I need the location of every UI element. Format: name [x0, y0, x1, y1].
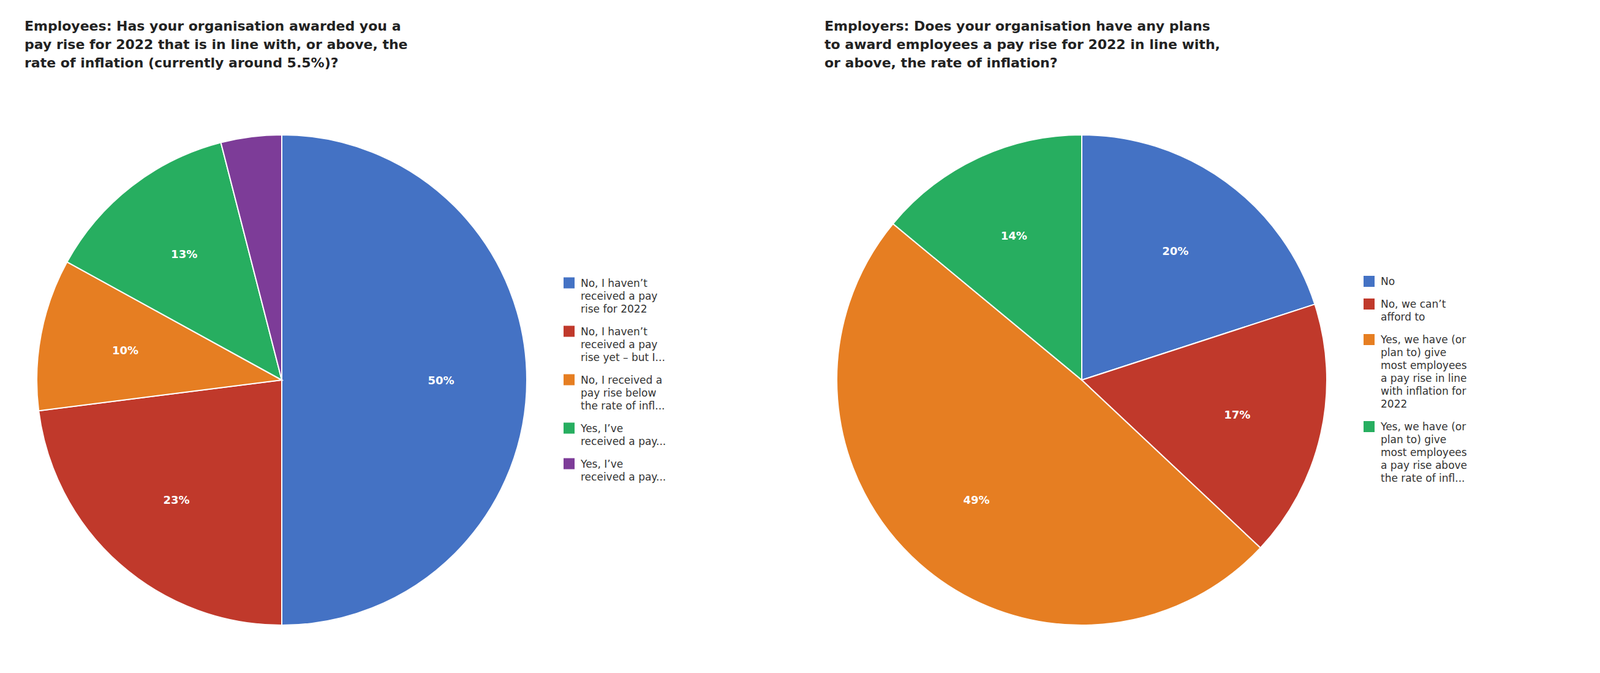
title-line: rate of inflation (currently around 5.5%… [24, 55, 339, 71]
legend-label-line: Yes, we have (or [1380, 333, 1466, 346]
legend-item: No, I received apay rise belowthe rate o… [563, 373, 665, 412]
legend-swatch [563, 422, 575, 434]
legend-label-line: a pay rise in line [1380, 371, 1468, 385]
legend-label-line: plan to) give [1380, 433, 1447, 446]
legend-label: Yes, we have (orplan to) givemost employ… [1380, 420, 1468, 484]
pie-slice [893, 134, 1082, 380]
legend-label: No, we can’tafford to [1380, 297, 1447, 323]
title-line: or above, the rate of inflation? [824, 55, 1058, 71]
legend-item: No [1363, 275, 1395, 288]
data-labels: 20% 17% 49% 14% [963, 229, 1251, 506]
legend-label-line: Yes, we have (or [1380, 420, 1466, 433]
pie-panel: Employers: Does your organisation have a… [824, 18, 1468, 625]
legend-item: No, I haven’treceived a payrise for 2022 [563, 276, 658, 315]
legend-swatch [1363, 298, 1375, 310]
legend-item: Yes, we have (orplan to) givemost employ… [1363, 333, 1468, 410]
legend-label-line: a pay rise above [1380, 458, 1468, 472]
legend-label-line: plan to) give [1380, 346, 1447, 359]
legend-label-line: with inflation for [1380, 384, 1466, 397]
legend-item: Yes, I’vereceived a pay... [563, 422, 666, 448]
data-label: 50% [427, 373, 454, 387]
title-line: Employers: Does your organisation have a… [824, 18, 1211, 34]
legend-label-line: 2022 [1380, 397, 1408, 410]
chart-title: Employers: Does your organisation have a… [824, 18, 1221, 71]
data-label: 17% [1223, 407, 1251, 421]
legend-label-line: Yes, I’ve [580, 422, 623, 435]
legend-item: No, we can’tafford to [1363, 297, 1447, 323]
legend-label: No, I haven’treceived a payrise for 2022 [580, 276, 658, 315]
data-label: 14% [1000, 229, 1028, 242]
legend-swatch [1363, 275, 1375, 287]
legend-label: No, I received apay rise belowthe rate o… [580, 373, 665, 412]
legend-label: Yes, I’vereceived a pay... [580, 457, 666, 483]
legend-item: Yes, I’vereceived a pay... [563, 457, 666, 483]
legend-label-line: No [1380, 275, 1395, 288]
title-line: pay rise for 2022 that is in line with, … [24, 36, 408, 53]
legend-label-line: the rate of infl... [580, 399, 665, 412]
legend-label-line: received a pay [580, 289, 658, 302]
pie-slice [38, 379, 282, 625]
legend-label: No, I haven’treceived a payrise yet – bu… [580, 325, 666, 364]
legend-swatch [1363, 333, 1375, 345]
legend-label: Yes, we have (orplan to) givemost employ… [1380, 333, 1468, 410]
legend-swatch [563, 458, 575, 470]
legend-label-line: received a pay... [580, 434, 666, 448]
legend: No, I haven’treceived a payrise for 2022… [563, 276, 666, 483]
legend-label-line: most employees [1380, 358, 1468, 372]
chart-title: Employees: Has your organisation awarded… [24, 18, 408, 71]
data-label: 23% [163, 493, 190, 506]
chart-canvas: Employees: Has your organisation awarded… [0, 0, 1600, 673]
data-label: 10% [112, 343, 139, 357]
data-label: 20% [1162, 244, 1189, 258]
legend-label-line: received a pay... [580, 470, 666, 483]
legend-label-line: Yes, I’ve [580, 457, 623, 470]
legend-swatch [563, 325, 575, 337]
pie [36, 134, 527, 625]
pie [836, 134, 1327, 625]
legend-label: Yes, I’vereceived a pay... [580, 422, 666, 448]
legend: NoNo, we can’tafford toYes, we have (orp… [1363, 275, 1468, 484]
legend-swatch [563, 277, 575, 289]
legend-label: No [1380, 275, 1395, 288]
data-label: 49% [963, 493, 990, 506]
data-label: 13% [170, 247, 198, 261]
title-line: to award employees a pay rise for 2022 i… [824, 36, 1221, 53]
legend-label-line: rise yet – but I... [580, 350, 666, 364]
legend-label-line: No, we can’t [1380, 297, 1447, 310]
legend-label-line: pay rise below [580, 386, 657, 399]
legend-label-line: received a pay [580, 338, 658, 351]
legend-label-line: most employees [1380, 445, 1468, 459]
data-labels: 50% 23% 10% 13% [112, 247, 454, 506]
pie-panel: Employees: Has your organisation awarded… [24, 18, 666, 625]
title-line: Employees: Has your organisation awarded… [24, 18, 402, 34]
legend-swatch [1363, 420, 1375, 432]
legend-item: Yes, we have (orplan to) givemost employ… [1363, 420, 1468, 484]
legend-label-line: rise for 2022 [580, 302, 647, 315]
legend-label-line: the rate of infl... [1380, 471, 1465, 484]
legend-label-line: No, I haven’t [580, 276, 648, 290]
legend-label-line: afford to [1380, 310, 1425, 323]
legend-swatch [563, 374, 575, 386]
legend-label-line: No, I haven’t [580, 325, 648, 338]
legend-item: No, I haven’treceived a payrise yet – bu… [563, 325, 666, 364]
pie-slice [221, 134, 282, 380]
pie-slice [281, 134, 527, 625]
legend-label-line: No, I received a [580, 373, 663, 386]
